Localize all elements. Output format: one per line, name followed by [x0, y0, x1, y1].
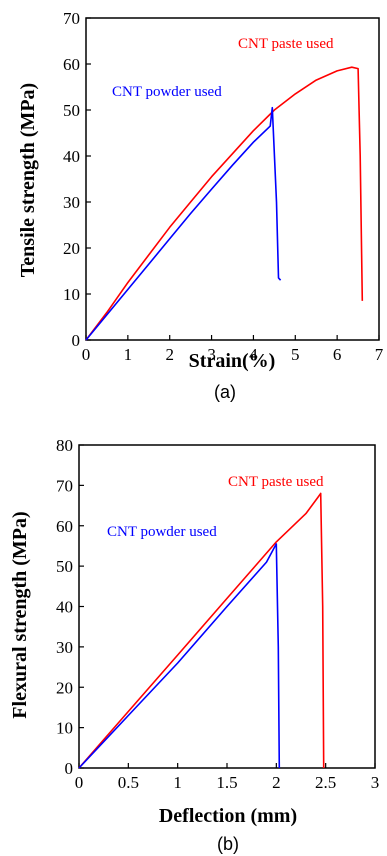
chart-b-x-tick-label: 1.5 — [216, 773, 237, 792]
chart-b-annotation-powder: CNT powder used — [107, 524, 217, 540]
chart-a-x-tick-label: 3 — [207, 345, 216, 364]
chart-b-panel-label: (b) — [217, 834, 239, 854]
chart-a-ylabel: Tensile strength (MPa) — [17, 83, 39, 277]
chart-b-x-tick-label: 1 — [173, 773, 182, 792]
chart-a-y-tick-label: 0 — [72, 331, 81, 350]
chart-a-x-tick-label: 1 — [124, 345, 133, 364]
chart-b-y-tick-label: 30 — [56, 638, 73, 657]
chart-a-plot-frame — [85, 17, 380, 341]
chart-b-x-tick-label: 2 — [272, 773, 281, 792]
chart-b-xlabel: Deflection (mm) — [159, 805, 297, 827]
chart-a-panel-label: (a) — [214, 382, 236, 402]
chart-a-y-tick-label: 60 — [63, 55, 80, 74]
chart-b-x-tick-label: 0.5 — [118, 773, 139, 792]
chart-a-x-tick-label: 7 — [375, 345, 384, 364]
chart-a-y-tick-label: 70 — [63, 9, 80, 28]
chart-a-x-tick-label: 4 — [249, 345, 258, 364]
chart-b-series-powder-line — [78, 543, 281, 769]
chart-a-x-tick-label: 6 — [333, 345, 342, 364]
chart-a-annotation-powder: CNT powder used — [112, 84, 222, 100]
chart-a-x-tick-label: 0 — [82, 345, 91, 364]
chart-b-x-tick-label: 2.5 — [315, 773, 336, 792]
chart-a-y-tick-label: 30 — [63, 193, 80, 212]
chart-b-x-tick-label: 0 — [75, 773, 84, 792]
chart-b-ylabel: Flexural strength (MPa) — [9, 511, 31, 718]
chart-a-x-tick-label: 2 — [165, 345, 174, 364]
chart-a-y-tick-label: 10 — [63, 285, 80, 304]
chart-a-series-paste-line — [85, 66, 364, 341]
chart-a-x-tick-label: 5 — [291, 345, 300, 364]
chart-a-annotation-paste: CNT paste used — [238, 36, 334, 52]
chart-b-y-tick-label: 70 — [56, 476, 73, 495]
chart-b-y-tick-label: 50 — [56, 557, 73, 576]
chart-b-y-tick-label: 60 — [56, 517, 73, 536]
chart-b-y-tick-label: 0 — [65, 759, 74, 778]
chart-a-y-tick-label: 40 — [63, 147, 80, 166]
chart-a-series-powder-line — [85, 106, 282, 341]
chart-a-xlabel: Strain(%) — [189, 350, 276, 372]
chart-a-y-tick-label: 20 — [63, 239, 80, 258]
chart-b-x-tick-label: 3 — [371, 773, 380, 792]
chart-a-y-tick-label: 50 — [63, 101, 80, 120]
chart-b-series-paste-line — [78, 492, 325, 769]
chart-b-annotation-paste: CNT paste used — [228, 474, 324, 490]
chart-b-y-tick-label: 80 — [56, 436, 73, 455]
chart-b-y-tick-label: 20 — [56, 678, 73, 697]
chart-b-y-tick-label: 10 — [56, 719, 73, 738]
chart-b-y-tick-label: 40 — [56, 598, 73, 617]
